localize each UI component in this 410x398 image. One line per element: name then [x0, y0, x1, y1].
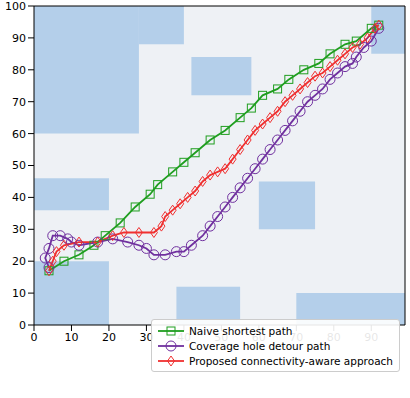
svg-text:0: 0: [19, 319, 26, 332]
svg-text:80: 80: [327, 331, 341, 344]
svg-text:20: 20: [12, 255, 26, 268]
svg-text:50: 50: [12, 159, 26, 172]
svg-text:60: 60: [12, 128, 26, 141]
svg-text:70: 70: [289, 331, 303, 344]
svg-text:10: 10: [12, 287, 26, 300]
svg-text:50: 50: [214, 331, 228, 344]
svg-text:30: 30: [12, 223, 26, 236]
svg-text:10: 10: [64, 331, 78, 344]
svg-text:40: 40: [177, 331, 191, 344]
svg-text:70: 70: [12, 96, 26, 109]
svg-text:60: 60: [252, 331, 266, 344]
svg-text:30: 30: [139, 331, 153, 344]
svg-text:20: 20: [102, 331, 116, 344]
svg-text:90: 90: [12, 32, 26, 45]
svg-text:90: 90: [364, 331, 378, 344]
svg-text:100: 100: [8, 0, 26, 13]
svg-text:0: 0: [31, 331, 38, 344]
svg-text:40: 40: [12, 191, 26, 204]
svg-text:80: 80: [12, 64, 26, 77]
